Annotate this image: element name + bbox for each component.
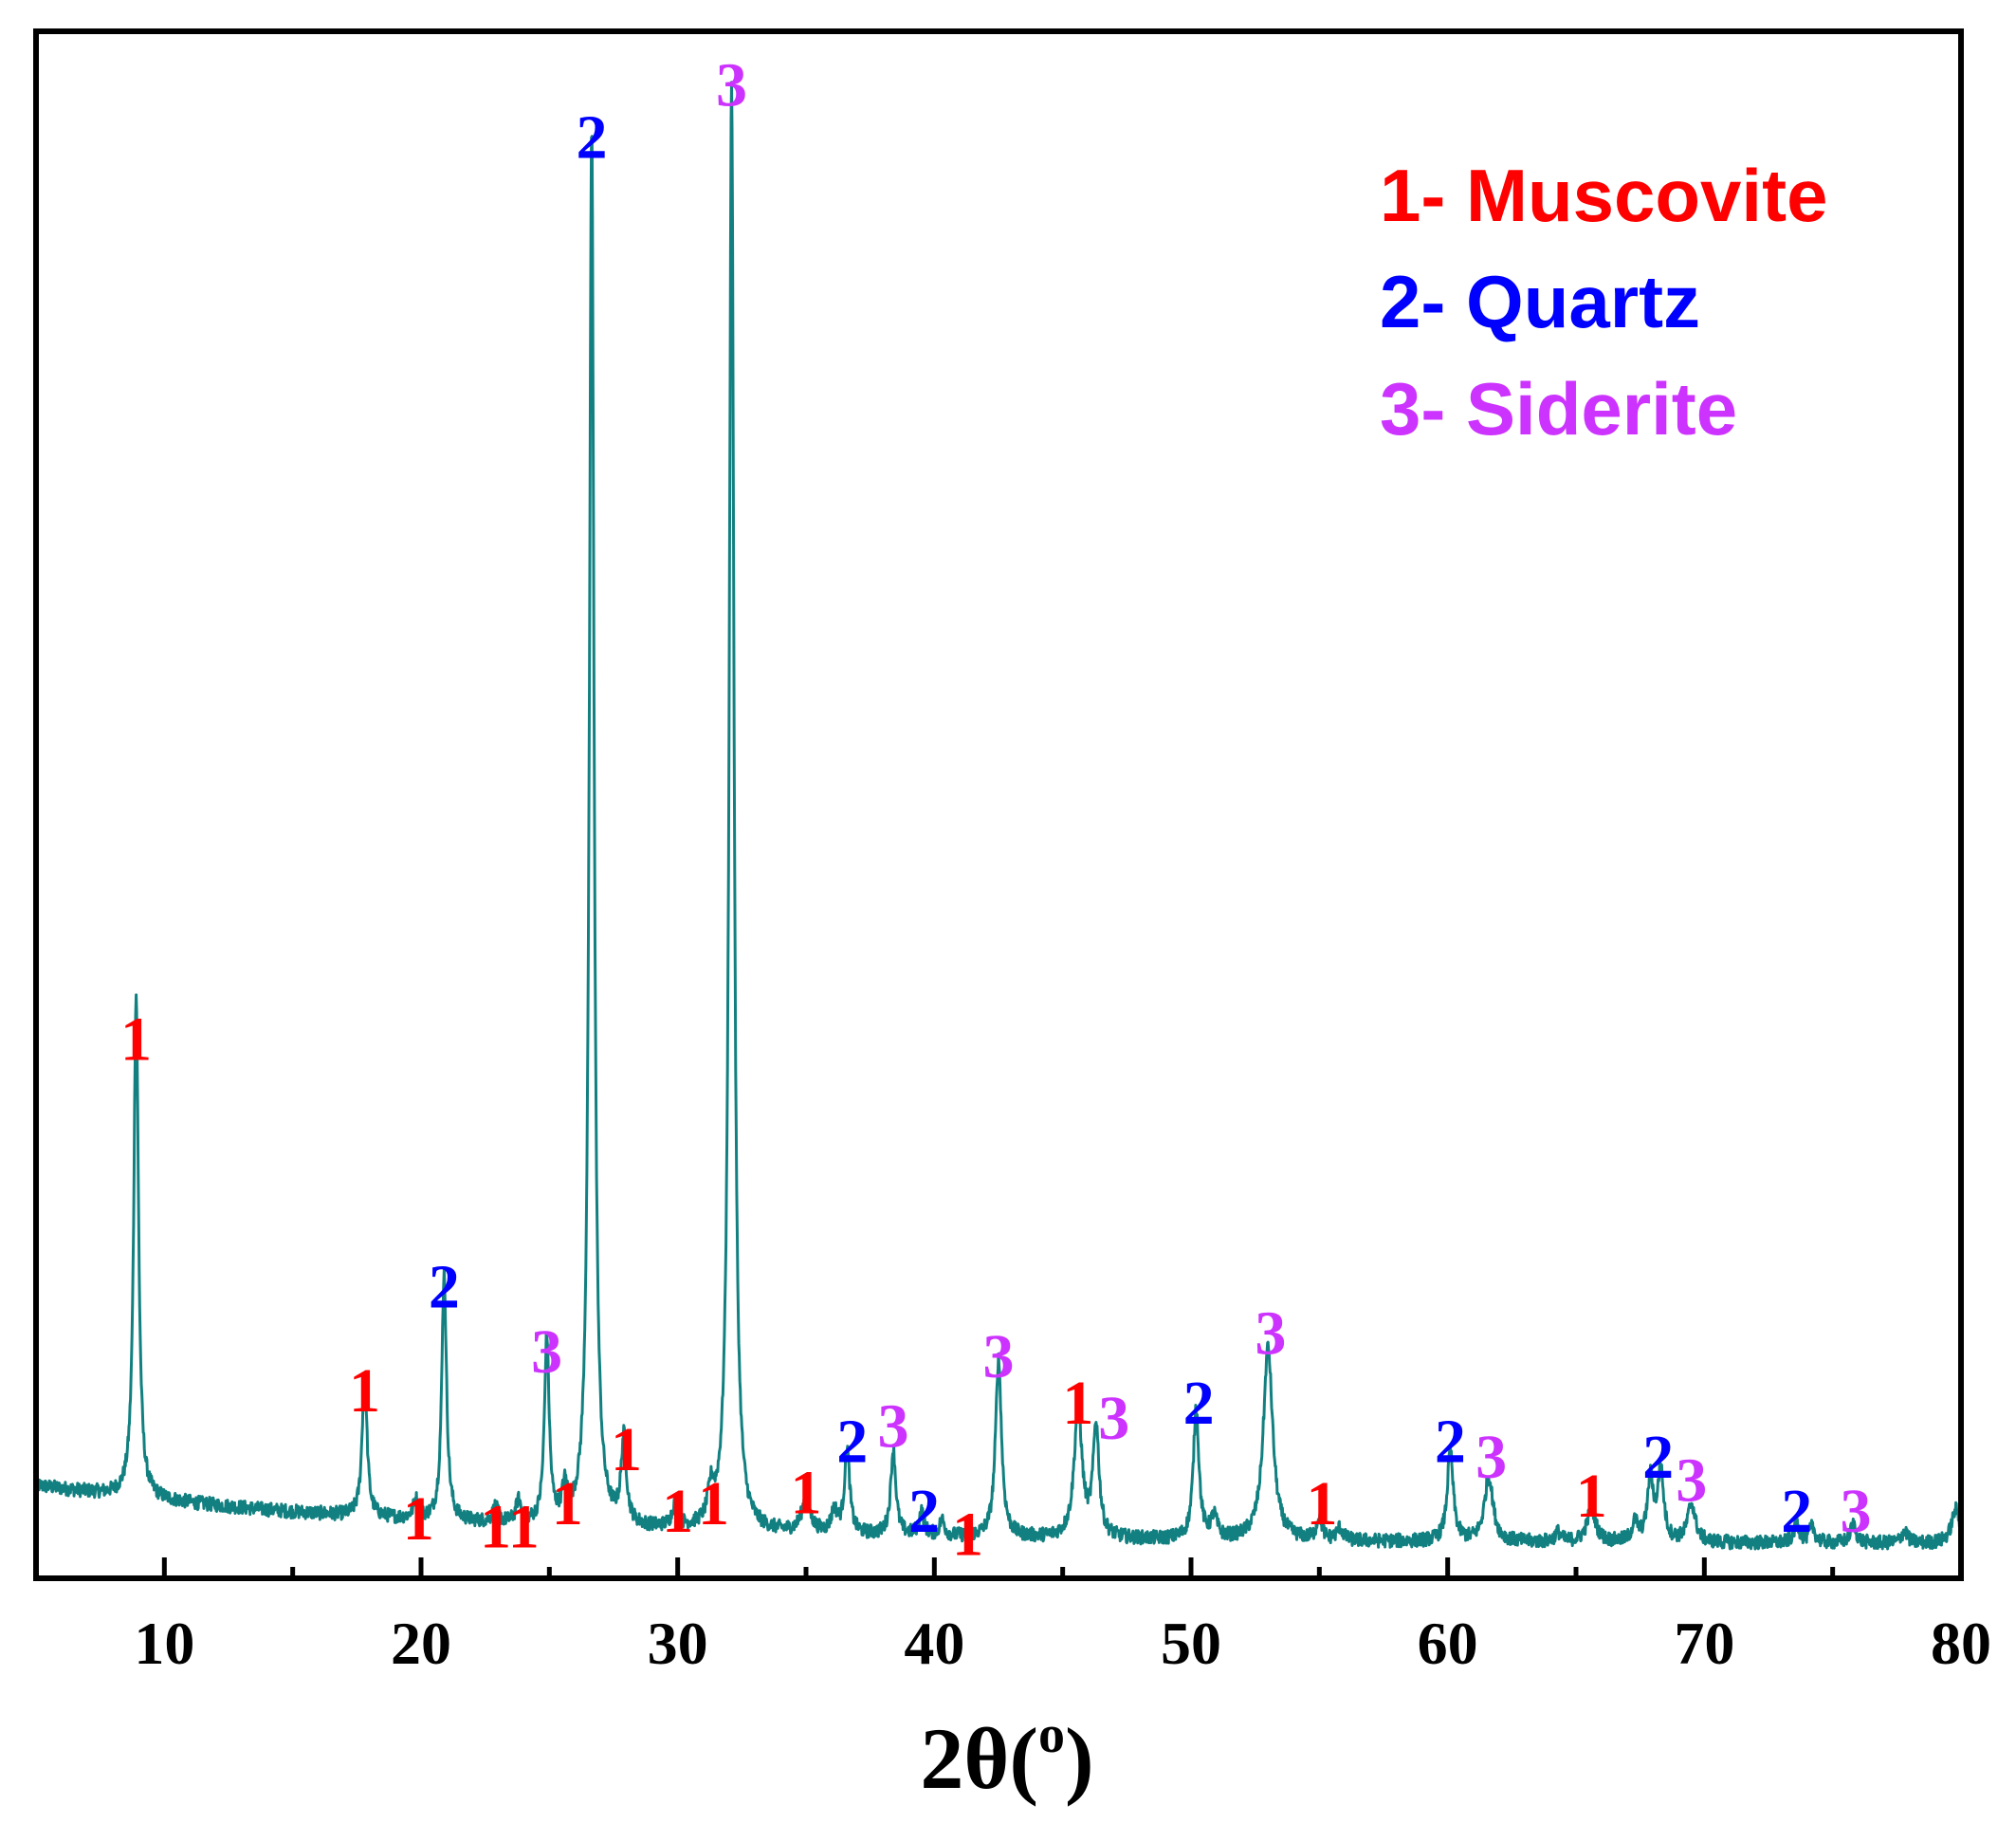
peak-label-phase-1: 1 xyxy=(552,1469,583,1538)
peak-label-phase-3: 3 xyxy=(531,1317,562,1387)
xrd-pattern-line xyxy=(34,81,1963,1551)
peak-label-phase-1: 1 xyxy=(952,1501,983,1570)
plot-area xyxy=(33,28,1964,1581)
peak-label-phase-3: 3 xyxy=(1098,1384,1129,1453)
x-tick-label: 30 xyxy=(648,1610,708,1677)
peak-label-phase-1: 1 xyxy=(1062,1369,1093,1438)
peak-label-phase-3: 3 xyxy=(716,50,747,120)
peak-label-phase-3: 3 xyxy=(878,1391,909,1461)
peak-label-phase-3: 3 xyxy=(1676,1446,1707,1515)
peak-label-phase-1: 1 xyxy=(662,1477,693,1546)
x-tick-label: 70 xyxy=(1674,1610,1734,1677)
peak-label-phase-3: 3 xyxy=(1255,1299,1286,1369)
peak-label-phase-1: 1 xyxy=(508,1492,540,1561)
peak-label-phase-1: 1 xyxy=(1307,1469,1338,1538)
x-tick-label: 80 xyxy=(1931,1610,1991,1677)
plot-frame xyxy=(33,28,1964,1581)
peak-label-phase-1: 1 xyxy=(349,1356,380,1426)
peak-label-phase-2: 2 xyxy=(908,1477,940,1546)
peak-label-phase-1: 1 xyxy=(611,1415,642,1484)
peak-label-phase-1: 1 xyxy=(791,1458,822,1527)
peak-label-phase-1: 1 xyxy=(698,1469,729,1538)
x-tick-label: 10 xyxy=(134,1610,194,1677)
peak-label-phase-3: 3 xyxy=(983,1322,1015,1391)
peak-label-phase-3: 3 xyxy=(1841,1477,1872,1546)
x-axis: 10 20 30 40 50 60 70 80 xyxy=(134,1557,1991,1677)
legend: 1- Muscovite 2- Quartz 3- Siderite xyxy=(1380,154,1827,451)
peak-label-phase-2: 2 xyxy=(1642,1423,1674,1492)
peak-label-phase-2: 2 xyxy=(429,1253,460,1322)
peak-label-phase-1: 1 xyxy=(1576,1462,1607,1531)
peak-label-phase-1: 1 xyxy=(403,1484,434,1554)
x-tick-label: 40 xyxy=(904,1610,964,1677)
x-axis-title: 2θ(o) xyxy=(920,1705,1093,1807)
peak-label-phase-2: 2 xyxy=(836,1408,868,1477)
peak-label-phase-1: 1 xyxy=(120,1005,152,1075)
peak-label-phase-2: 2 xyxy=(1435,1408,1466,1477)
x-tick-label: 20 xyxy=(391,1610,451,1677)
peak-label-phase-3: 3 xyxy=(1475,1423,1507,1492)
x-tick-label: 60 xyxy=(1418,1610,1478,1677)
peak-label-phase-2: 2 xyxy=(1183,1369,1215,1438)
legend-entry-quartz: 2- Quartz xyxy=(1380,260,1700,343)
x-tick-label: 50 xyxy=(1161,1610,1221,1677)
peak-label-phase-2: 2 xyxy=(1781,1477,1812,1546)
peak-label-phase-1: 1 xyxy=(480,1492,511,1561)
legend-entry-siderite: 3- Siderite xyxy=(1380,367,1737,451)
legend-entry-muscovite: 1- Muscovite xyxy=(1380,154,1827,237)
peak-label-phase-2: 2 xyxy=(576,103,607,173)
